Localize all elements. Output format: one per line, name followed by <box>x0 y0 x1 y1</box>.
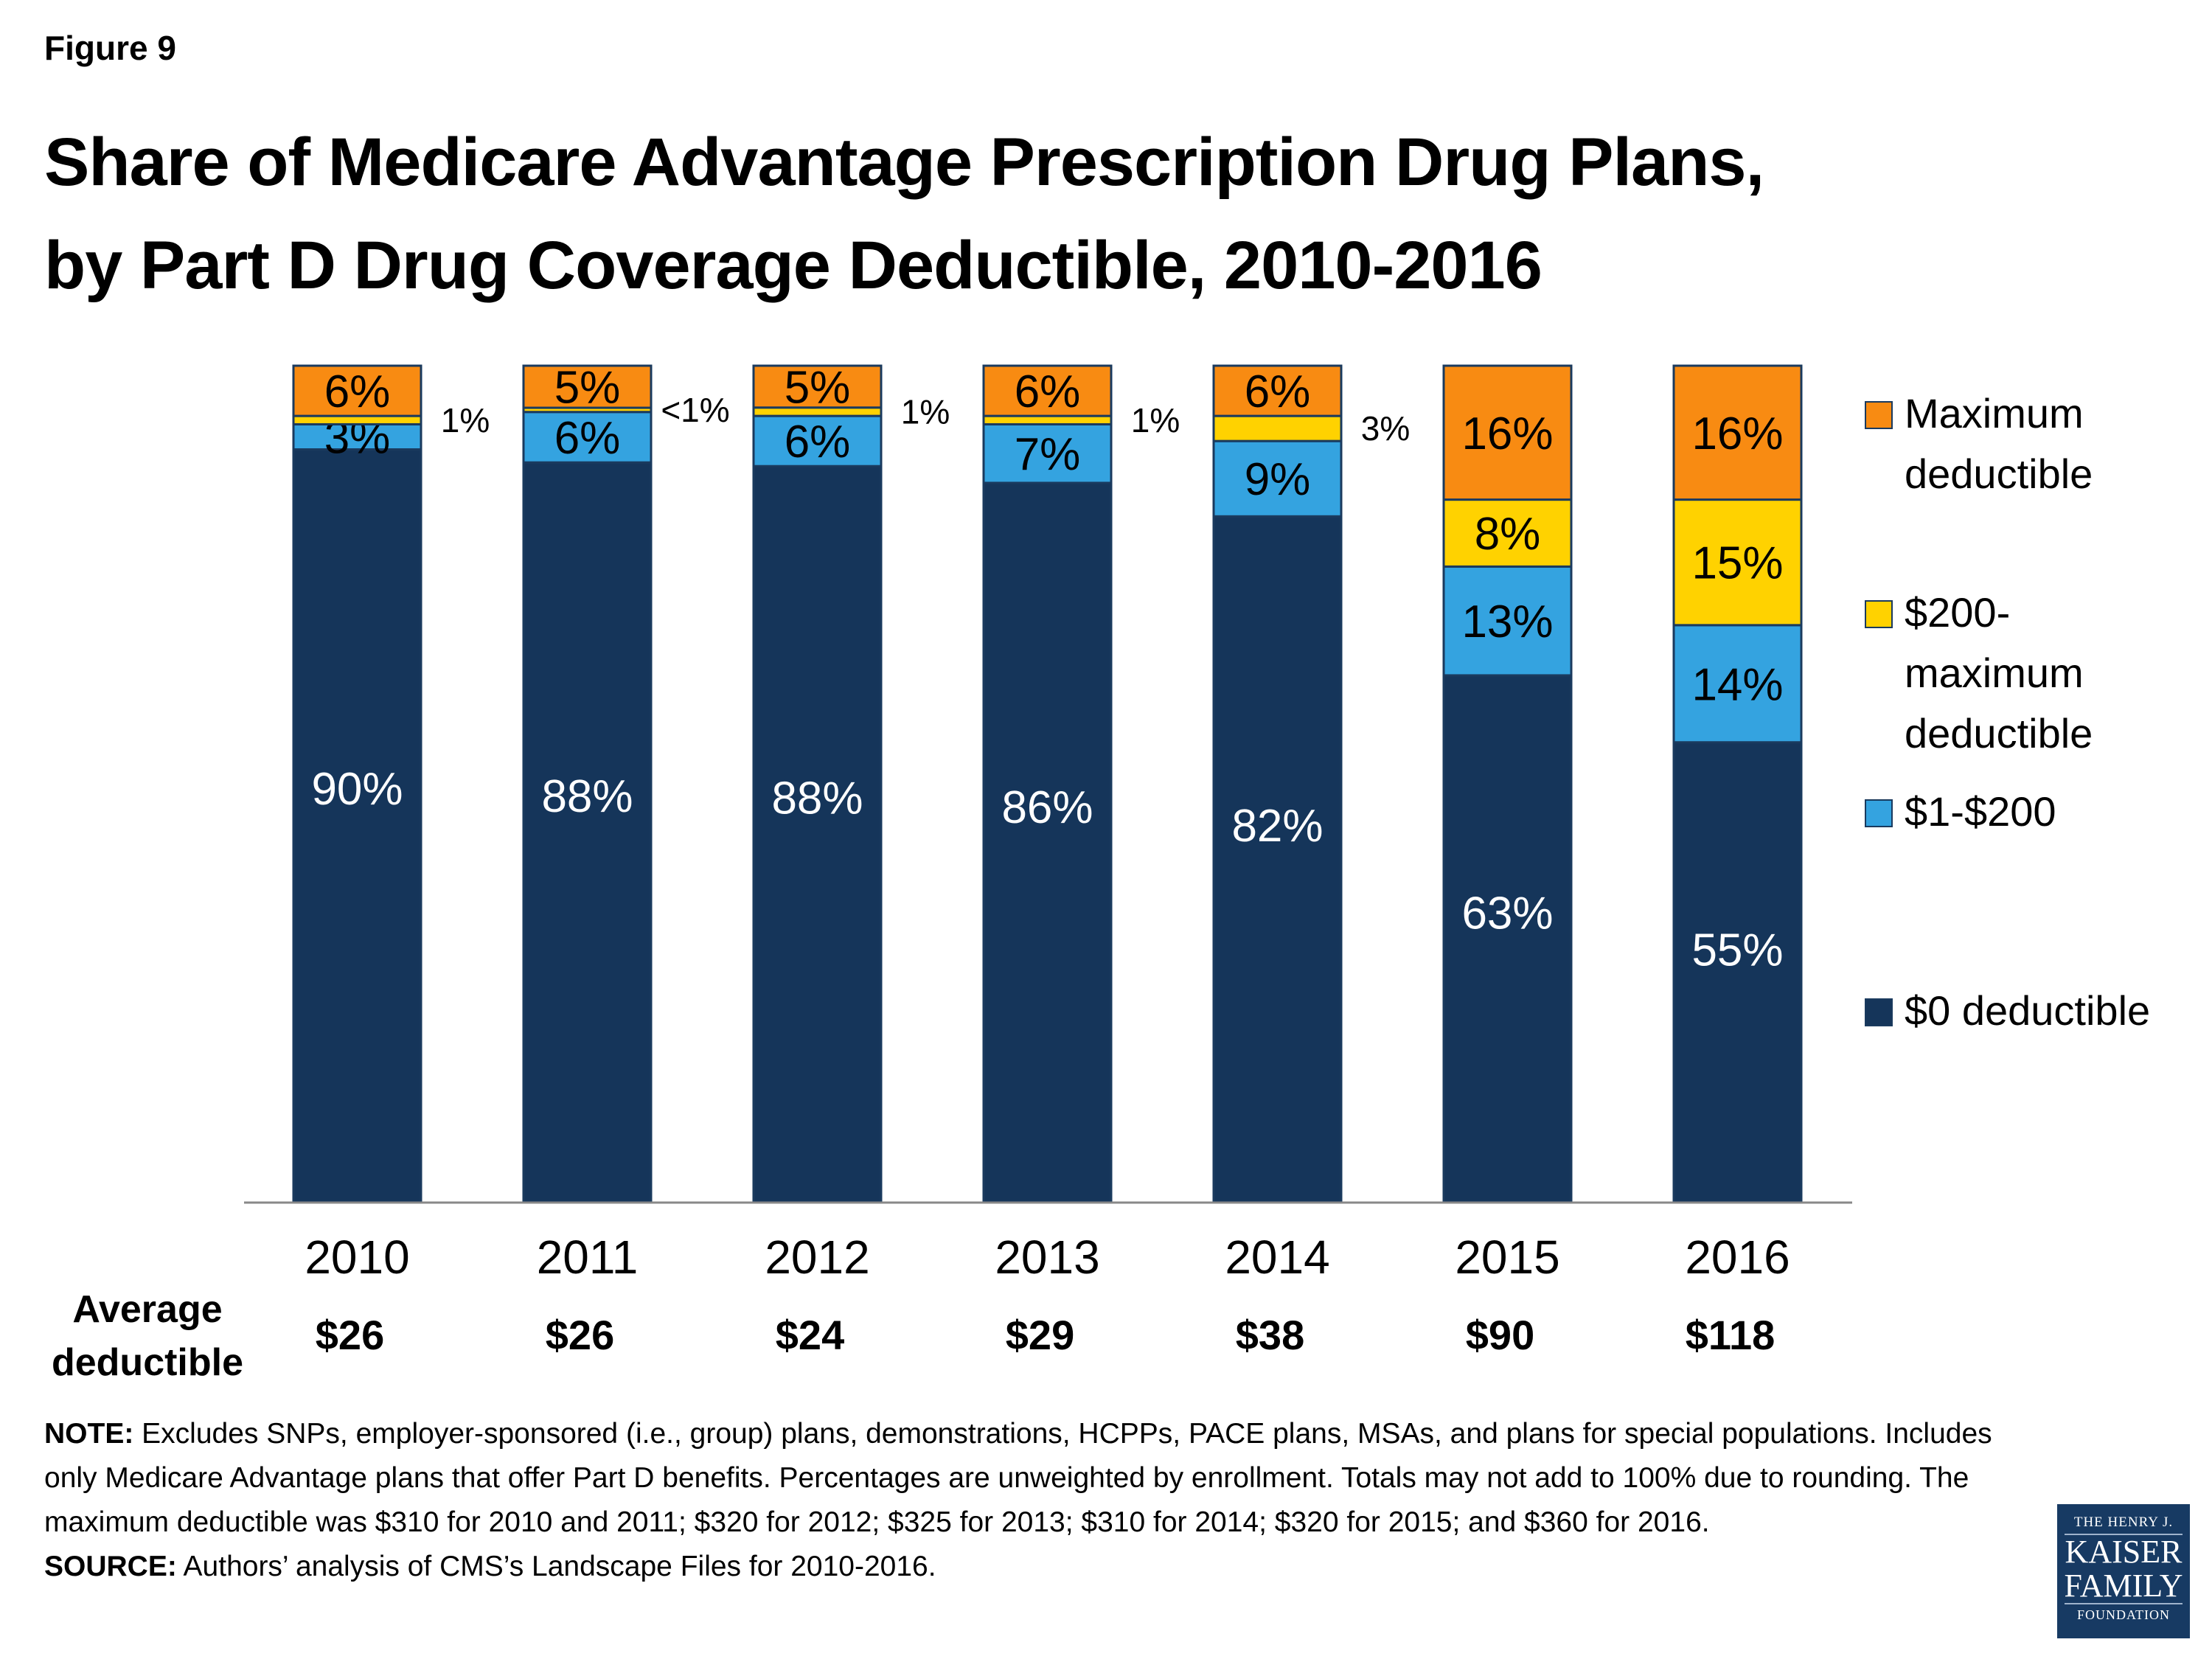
average-deductible-label-line-1: Average <box>72 1288 223 1331</box>
legend-text: maximum <box>1905 650 2084 696</box>
data-label: 14% <box>1691 659 1783 710</box>
legend-text: $200- <box>1905 589 2011 636</box>
logo-line: FOUNDATION <box>2065 1603 2183 1623</box>
data-label: 6% <box>785 417 851 467</box>
data-label: 7% <box>1015 429 1081 480</box>
legend-text: Maximum <box>1905 390 2084 437</box>
data-label: 6% <box>1015 366 1081 417</box>
footnote: NOTE: Excludes SNPs, employer-sponsored … <box>44 1412 2020 1589</box>
title-line-2: by Part D Drug Coverage Deductible, 2010… <box>44 228 1543 303</box>
data-label: 90% <box>311 764 403 815</box>
data-label: 5% <box>554 363 621 414</box>
kff-logo: THE HENRY J. KAISER FAMILY FOUNDATION <box>2057 1504 2190 1638</box>
outside-data-label: <1% <box>661 391 729 429</box>
average-deductible-value: $26 <box>546 1312 614 1358</box>
bar-segment <box>292 364 422 417</box>
average-deductible-label: Average deductible <box>29 1283 265 1389</box>
average-deductible-value: $90 <box>1466 1312 1534 1358</box>
note: NOTE: Excludes SNPs, employer-sponsored … <box>44 1412 2020 1545</box>
bar-segment <box>1442 364 1573 501</box>
legend-swatch <box>1865 401 1893 429</box>
source-text: Authors’ analysis of CMS’s Landscape Fil… <box>176 1551 936 1582</box>
outside-data-label: 3% <box>1361 409 1410 448</box>
data-label: 6% <box>324 366 391 417</box>
outside-data-label: 1% <box>1131 401 1180 439</box>
x-tick-label: 2016 <box>1685 1231 1790 1284</box>
bar-segment <box>752 364 883 409</box>
data-label: 13% <box>1461 597 1553 647</box>
data-label: 88% <box>541 771 633 822</box>
legend-text: deductible <box>1905 451 2093 497</box>
legend-swatch <box>1865 998 1893 1026</box>
title-line-1: Share of Medicare Advantage Prescription… <box>44 125 1764 200</box>
note-label: NOTE: <box>44 1418 134 1450</box>
bar-segment <box>752 465 883 1204</box>
bar-segment <box>522 461 653 1204</box>
bar-segment <box>1212 439 1343 518</box>
data-label: 8% <box>1475 509 1541 560</box>
legend-swatch <box>1865 799 1893 827</box>
logo-line: KAISER <box>2065 1534 2183 1570</box>
legend-text: $0 deductible <box>1905 987 2151 1034</box>
average-deductible-value: $24 <box>776 1312 844 1358</box>
data-label: 55% <box>1691 925 1783 976</box>
bar-segment <box>1672 364 1803 501</box>
note-text: Excludes SNPs, employer-sponsored (i.e.,… <box>44 1418 1992 1538</box>
average-deductible-value: $26 <box>316 1312 384 1358</box>
data-label: 9% <box>1245 454 1311 505</box>
bar-segment <box>982 481 1113 1204</box>
chart-title: Share of Medicare Advantage Prescription… <box>44 111 1764 317</box>
bar-segment <box>292 448 422 1204</box>
bar-segment <box>982 364 1113 417</box>
x-tick-label: 2014 <box>1225 1231 1329 1284</box>
bar-segment <box>1212 414 1343 442</box>
logo-line: FAMILY <box>2064 1568 2183 1604</box>
bar-segment <box>1212 515 1343 1204</box>
legend-text: $1-$200 <box>1905 788 2056 835</box>
source-label: SOURCE: <box>44 1551 177 1582</box>
bar-segment <box>1212 364 1343 417</box>
data-label: 15% <box>1691 538 1783 589</box>
x-tick-label: 2013 <box>995 1231 1099 1284</box>
data-label: 16% <box>1461 408 1553 459</box>
data-label: 86% <box>1001 782 1093 833</box>
x-tick-label: 2015 <box>1455 1231 1559 1284</box>
legend-swatch <box>1865 600 1893 628</box>
data-label: 88% <box>771 773 863 824</box>
data-label: 6% <box>554 413 621 464</box>
outside-data-label: 1% <box>441 401 490 439</box>
x-tick-label: 2010 <box>305 1231 409 1284</box>
figure-label: Figure 9 <box>44 29 176 67</box>
average-deductible-value: $118 <box>1686 1312 1775 1358</box>
bar-segment <box>522 364 653 409</box>
data-label: 5% <box>785 362 851 413</box>
logo-line: THE HENRY J. <box>2065 1514 2183 1535</box>
legend-text: deductible <box>1905 710 2093 757</box>
average-deductible-value: $29 <box>1006 1312 1074 1358</box>
x-tick-label: 2011 <box>537 1231 639 1284</box>
x-tick-label: 2012 <box>765 1231 869 1284</box>
average-deductible-value: $38 <box>1236 1312 1304 1358</box>
bar-segment <box>1442 674 1573 1204</box>
data-label: 63% <box>1461 888 1553 939</box>
average-deductible-label-line-2: deductible <box>51 1341 244 1384</box>
source: SOURCE: Authors’ analysis of CMS’s Lands… <box>44 1545 2020 1589</box>
outside-data-label: 1% <box>901 392 950 431</box>
data-label: 82% <box>1231 801 1323 852</box>
data-label: 6% <box>1245 366 1311 417</box>
data-label: 16% <box>1691 408 1783 459</box>
